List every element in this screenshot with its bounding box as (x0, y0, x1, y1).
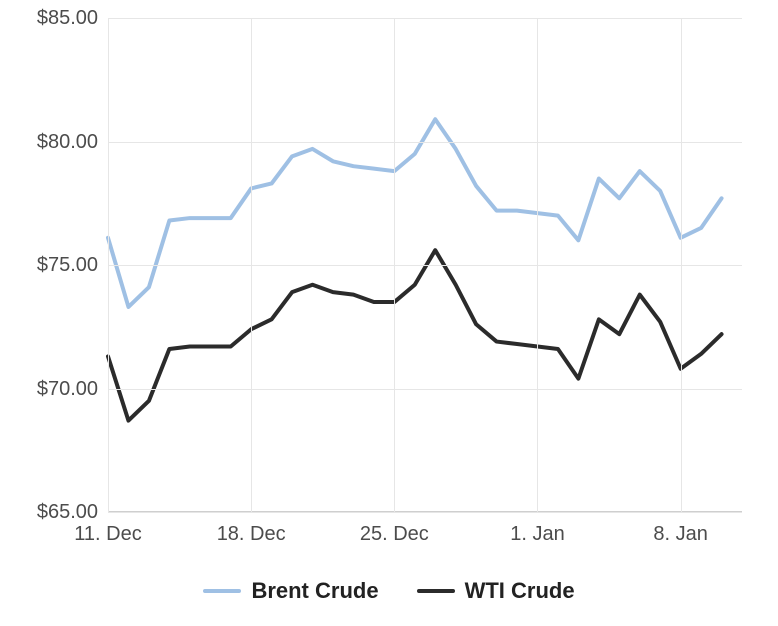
grid-line-v (108, 18, 109, 512)
grid-line-h (108, 512, 742, 513)
legend-swatch (203, 589, 241, 593)
legend-label: WTI Crude (465, 578, 575, 604)
grid-line-h (108, 389, 742, 390)
grid-line-v (537, 18, 538, 512)
legend-swatch (417, 589, 455, 593)
x-tick-label: 11. Dec (74, 524, 141, 544)
y-tick-label: $75.00 (2, 255, 98, 275)
legend: Brent Crude WTI Crude (0, 578, 778, 604)
x-tick-label: 25. Dec (360, 524, 429, 544)
legend-item[interactable]: Brent Crude (203, 578, 378, 604)
grid-line-h (108, 142, 742, 143)
grid-line-v (681, 18, 682, 512)
y-tick-label: $85.00 (2, 8, 98, 28)
series-line (108, 250, 722, 420)
x-tick-label: 1. Jan (510, 524, 564, 544)
series-line (108, 119, 722, 307)
y-tick-label: $70.00 (2, 379, 98, 399)
x-tick-label: 8. Jan (653, 524, 707, 544)
y-tick-label: $80.00 (2, 132, 98, 152)
plot-area (108, 18, 742, 512)
legend-item[interactable]: WTI Crude (417, 578, 575, 604)
legend-label: Brent Crude (251, 578, 378, 604)
x-tick-label: 18. Dec (217, 524, 286, 544)
y-tick-label: $65.00 (2, 502, 98, 522)
grid-line-h (108, 18, 742, 19)
grid-line-v (251, 18, 252, 512)
grid-line-v (394, 18, 395, 512)
grid-line-h (108, 265, 742, 266)
oil-price-chart: Brent Crude WTI Crude $65.00 $70.00 $75.00 $… (0, 0, 778, 626)
